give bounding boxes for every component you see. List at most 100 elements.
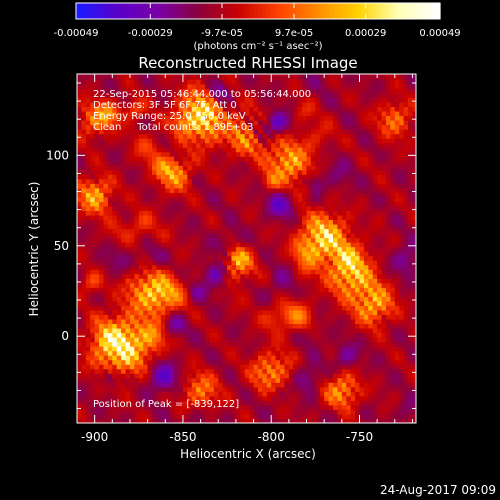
heatmap-cell <box>77 201 82 207</box>
heatmap-cell <box>107 328 113 334</box>
heatmap-cell <box>77 74 82 80</box>
heatmap-cell <box>112 278 118 284</box>
heatmap-cell <box>125 151 131 157</box>
heatmap-cell <box>293 291 299 297</box>
heatmap-cell <box>235 305 241 311</box>
heatmap-cell <box>94 187 100 193</box>
heatmap-cell <box>182 138 188 144</box>
heatmap-cell <box>116 233 122 239</box>
heatmap-cell <box>222 115 228 121</box>
heatmap-cell <box>169 328 175 334</box>
heatmap-cell <box>284 142 290 148</box>
heatmap-cell <box>143 364 149 370</box>
heatmap-cell <box>275 355 281 361</box>
heatmap-cell <box>315 233 321 239</box>
heatmap-cell <box>200 404 206 410</box>
heatmap-cell <box>297 178 303 184</box>
heatmap-cell <box>293 273 299 279</box>
heatmap-cell <box>129 413 135 419</box>
heatmap-cell <box>160 92 166 99</box>
heatmap-cell <box>90 142 96 148</box>
heatmap-cell <box>156 160 162 166</box>
heatmap-cell <box>143 201 149 207</box>
heatmap-cell <box>240 142 246 148</box>
colorbar-swatch <box>360 3 365 19</box>
heatmap-cell <box>196 74 202 76</box>
heatmap-cell <box>116 350 122 356</box>
heatmap-cell <box>209 278 215 284</box>
heatmap-cell <box>262 287 268 293</box>
heatmap-cell <box>275 242 281 248</box>
heatmap-cell <box>350 404 356 410</box>
heatmap-cell <box>143 355 149 361</box>
heatmap-cell <box>174 133 180 139</box>
heatmap-cell <box>94 255 100 261</box>
heatmap-cell <box>346 413 352 419</box>
heatmap-cell <box>205 300 210 306</box>
heatmap-cell <box>147 224 153 230</box>
heatmap-cell <box>200 319 206 325</box>
heatmap-cell <box>288 395 294 401</box>
heatmap-cell <box>99 255 104 261</box>
heatmap-cell <box>306 255 312 261</box>
heatmap-cell <box>280 224 285 230</box>
heatmap-cell <box>288 350 294 356</box>
heatmap-cell <box>319 377 325 383</box>
heatmap-cell <box>337 151 343 157</box>
heatmap-cell <box>129 391 135 397</box>
heatmap-cell <box>266 373 272 379</box>
heatmap-cell <box>315 83 321 89</box>
heatmap-cell <box>341 377 347 383</box>
heatmap-cell <box>112 228 118 234</box>
heatmap-cell <box>244 373 250 379</box>
heatmap-cell <box>266 386 272 392</box>
heatmap-cell <box>213 355 219 361</box>
heatmap-cell <box>333 83 338 89</box>
heatmap-cell <box>227 129 232 135</box>
heatmap-cell <box>244 106 250 112</box>
heatmap-cell <box>174 165 180 171</box>
heatmap-cell <box>262 169 268 175</box>
heatmap-cell <box>350 386 356 392</box>
heatmap-cell <box>121 215 127 221</box>
heatmap-cell <box>337 169 343 175</box>
heatmap-cell <box>125 377 131 383</box>
heatmap-cell <box>174 359 180 365</box>
heatmap-cell <box>174 287 180 293</box>
heatmap-cell <box>138 196 144 202</box>
heatmap-cell <box>288 165 294 171</box>
heatmap-cell <box>231 192 237 198</box>
heatmap-cell <box>310 341 316 347</box>
heatmap-cell <box>191 373 197 379</box>
heatmap-cell <box>103 400 109 406</box>
heatmap-cell <box>191 337 197 343</box>
heatmap-cell <box>306 138 312 144</box>
heatmap-cell <box>187 314 193 320</box>
heatmap-cell <box>275 183 281 189</box>
heatmap-cell <box>77 328 82 334</box>
heatmap-cell <box>90 111 96 117</box>
heatmap-cell <box>333 183 338 189</box>
heatmap-cell <box>196 273 202 279</box>
heatmap-cell <box>306 174 312 180</box>
heatmap-cell <box>191 142 197 148</box>
colorbar-swatch <box>314 3 320 19</box>
heatmap-cell <box>191 201 197 207</box>
heatmap-cell <box>169 260 175 266</box>
heatmap-cell <box>191 147 197 153</box>
heatmap-cell <box>99 92 104 99</box>
heatmap-cell <box>187 296 193 302</box>
heatmap-cell <box>134 287 140 293</box>
heatmap-cell <box>134 196 140 202</box>
heatmap-cell <box>121 260 127 266</box>
heatmap-cell <box>152 156 157 162</box>
heatmap-cell <box>103 106 109 112</box>
heatmap-cell <box>213 74 219 76</box>
heatmap-cell <box>341 382 347 388</box>
heatmap-cell <box>231 138 237 144</box>
heatmap-cell <box>205 129 210 135</box>
heatmap-cell <box>280 183 285 189</box>
heatmap-cell <box>222 147 228 153</box>
heatmap-cell <box>112 138 118 144</box>
heatmap-cell <box>81 142 87 148</box>
